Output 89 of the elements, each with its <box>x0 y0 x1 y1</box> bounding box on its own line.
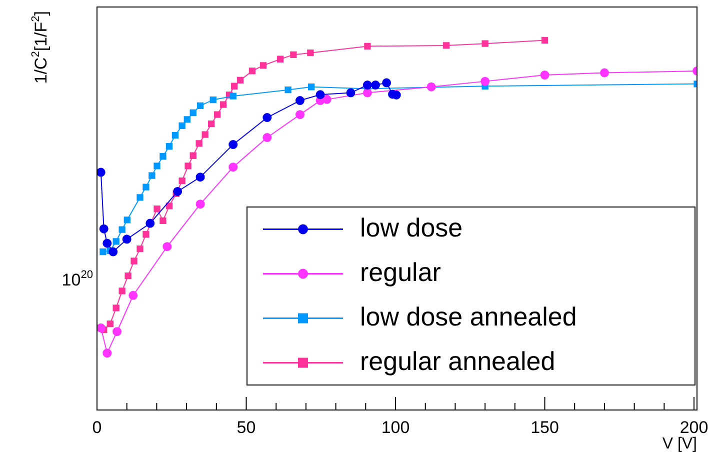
point <box>346 88 356 98</box>
point <box>128 290 138 300</box>
point <box>214 111 221 118</box>
point <box>166 202 173 210</box>
point <box>228 140 238 150</box>
point <box>154 206 160 212</box>
point <box>99 224 108 234</box>
point <box>248 68 256 74</box>
legend-label: regular <box>360 256 442 287</box>
point <box>600 68 609 78</box>
point <box>316 90 325 100</box>
point <box>142 184 150 190</box>
point <box>236 76 244 84</box>
point <box>112 238 120 245</box>
x-tick-label: 50 <box>236 418 256 437</box>
point <box>480 76 490 86</box>
point <box>112 304 120 312</box>
legend-label: low dose <box>360 212 463 242</box>
point <box>442 42 450 49</box>
point <box>230 82 238 90</box>
point <box>160 217 166 224</box>
point <box>362 80 372 90</box>
point <box>196 140 202 147</box>
legend-label: regular annealed <box>360 346 556 376</box>
point <box>172 132 179 139</box>
point <box>118 226 126 233</box>
point <box>196 102 204 110</box>
point <box>230 92 236 100</box>
point <box>190 109 196 116</box>
point <box>184 116 190 123</box>
point <box>362 88 372 98</box>
point <box>112 327 122 336</box>
point <box>102 348 112 358</box>
point <box>108 247 118 256</box>
x-tick-label: 200 <box>680 418 708 437</box>
point <box>124 272 132 280</box>
point <box>122 234 132 244</box>
legend-label: low dose annealed <box>360 301 577 332</box>
point <box>202 131 208 138</box>
point <box>97 323 106 332</box>
point <box>162 242 172 252</box>
x-tick-label: 100 <box>381 418 410 437</box>
point <box>100 248 106 256</box>
point <box>371 80 380 90</box>
point <box>160 153 166 160</box>
point <box>262 113 272 122</box>
point <box>290 51 297 58</box>
point <box>262 133 272 142</box>
point <box>307 50 314 56</box>
point <box>364 42 371 50</box>
point <box>166 143 173 150</box>
point <box>146 218 155 228</box>
point <box>295 110 304 120</box>
x-axis-title: V [V] <box>662 435 698 452</box>
point <box>102 238 112 248</box>
point <box>178 122 186 130</box>
point <box>276 56 284 62</box>
point <box>196 172 205 182</box>
point <box>482 40 488 47</box>
point <box>136 245 144 252</box>
point <box>184 162 192 170</box>
point <box>426 82 436 92</box>
y-axis-title: 1/C2[1/F2] <box>30 10 51 84</box>
point <box>142 231 150 238</box>
point <box>210 96 216 104</box>
point <box>97 168 106 177</box>
point <box>208 120 215 128</box>
point <box>308 84 315 90</box>
point <box>196 200 205 209</box>
point <box>106 320 114 328</box>
point <box>541 36 548 44</box>
point <box>190 152 196 159</box>
point <box>136 194 144 201</box>
point <box>178 177 186 184</box>
point <box>228 162 238 172</box>
point <box>124 216 130 224</box>
point <box>540 70 550 80</box>
point <box>260 62 267 69</box>
point <box>154 162 160 170</box>
x-tick-label: 150 <box>530 418 559 437</box>
point <box>118 288 126 294</box>
x-tick-label: 0 <box>92 418 102 437</box>
point <box>284 86 292 94</box>
point <box>295 96 304 106</box>
point <box>220 101 227 108</box>
point <box>382 78 392 88</box>
point <box>148 172 156 179</box>
point <box>130 258 138 264</box>
point <box>173 186 182 196</box>
